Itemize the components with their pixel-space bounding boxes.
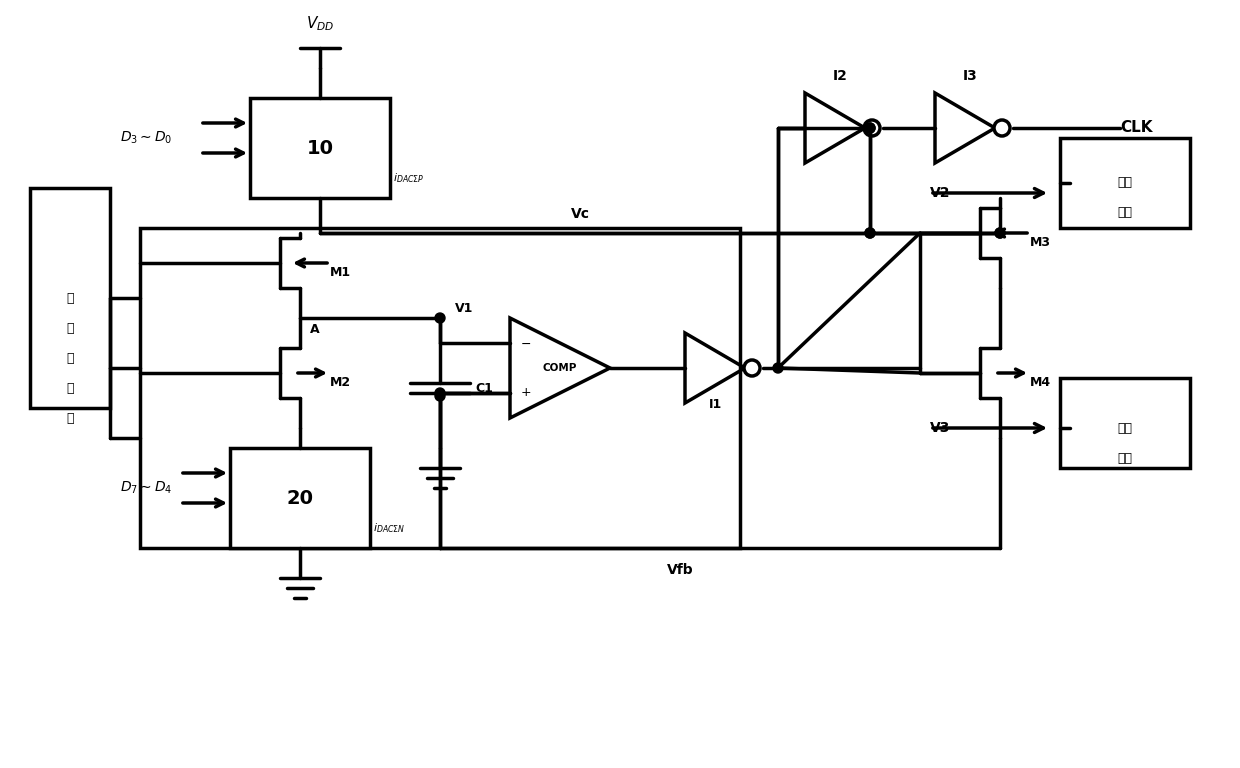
Text: M3: M3 <box>1030 237 1052 250</box>
Bar <box>1060 138 1190 228</box>
Circle shape <box>994 228 1004 238</box>
Text: 流: 流 <box>66 322 73 335</box>
Circle shape <box>866 228 875 238</box>
Text: Vfb: Vfb <box>667 563 693 577</box>
Text: 生: 生 <box>66 412 73 425</box>
Circle shape <box>994 228 1004 238</box>
Text: M1: M1 <box>330 266 351 280</box>
Text: V3: V3 <box>930 421 950 435</box>
Circle shape <box>773 363 782 373</box>
Text: 基准: 基准 <box>1117 452 1132 465</box>
Circle shape <box>866 228 875 238</box>
Circle shape <box>435 388 445 398</box>
Text: C1: C1 <box>475 382 492 395</box>
Text: 基准: 基准 <box>1117 207 1132 220</box>
Text: COMP: COMP <box>543 363 577 373</box>
Text: V1: V1 <box>455 302 474 315</box>
Circle shape <box>744 360 760 376</box>
Text: 产: 产 <box>66 382 73 395</box>
Text: 带隙: 带隙 <box>1117 422 1132 435</box>
Text: 电: 电 <box>66 292 73 304</box>
Bar <box>250 98 391 198</box>
Text: M4: M4 <box>1030 376 1052 389</box>
Text: $i_{DAC\Sigma N}$: $i_{DAC\Sigma N}$ <box>373 521 405 535</box>
Circle shape <box>866 123 875 133</box>
Bar <box>140 228 740 548</box>
Text: $+$: $+$ <box>520 386 531 399</box>
Text: $-$: $-$ <box>520 336 531 349</box>
Text: Vc: Vc <box>570 207 589 221</box>
Text: CLK: CLK <box>1120 121 1152 135</box>
Text: V2: V2 <box>930 186 950 200</box>
Text: $i_{DAC\Sigma P}$: $i_{DAC\Sigma P}$ <box>393 171 424 185</box>
Circle shape <box>435 391 445 401</box>
Circle shape <box>866 123 875 133</box>
Bar <box>229 448 370 548</box>
Text: $V_{DD}$: $V_{DD}$ <box>306 15 334 33</box>
Text: $D_7 \sim D_4$: $D_7 \sim D_4$ <box>120 480 172 496</box>
Circle shape <box>435 313 445 323</box>
Text: 源: 源 <box>66 352 73 365</box>
Text: 20: 20 <box>286 488 314 508</box>
Circle shape <box>864 120 880 136</box>
Text: M2: M2 <box>330 376 351 389</box>
Text: I1: I1 <box>708 398 722 411</box>
Circle shape <box>994 120 1011 136</box>
Bar <box>30 188 110 408</box>
Bar <box>1060 378 1190 468</box>
Text: I3: I3 <box>962 69 977 83</box>
Text: $D_3 \sim D_0$: $D_3 \sim D_0$ <box>120 130 172 146</box>
Text: 带隙: 带隙 <box>1117 177 1132 190</box>
Text: 10: 10 <box>306 138 334 157</box>
Text: A: A <box>310 323 320 336</box>
Text: I2: I2 <box>832 69 847 83</box>
